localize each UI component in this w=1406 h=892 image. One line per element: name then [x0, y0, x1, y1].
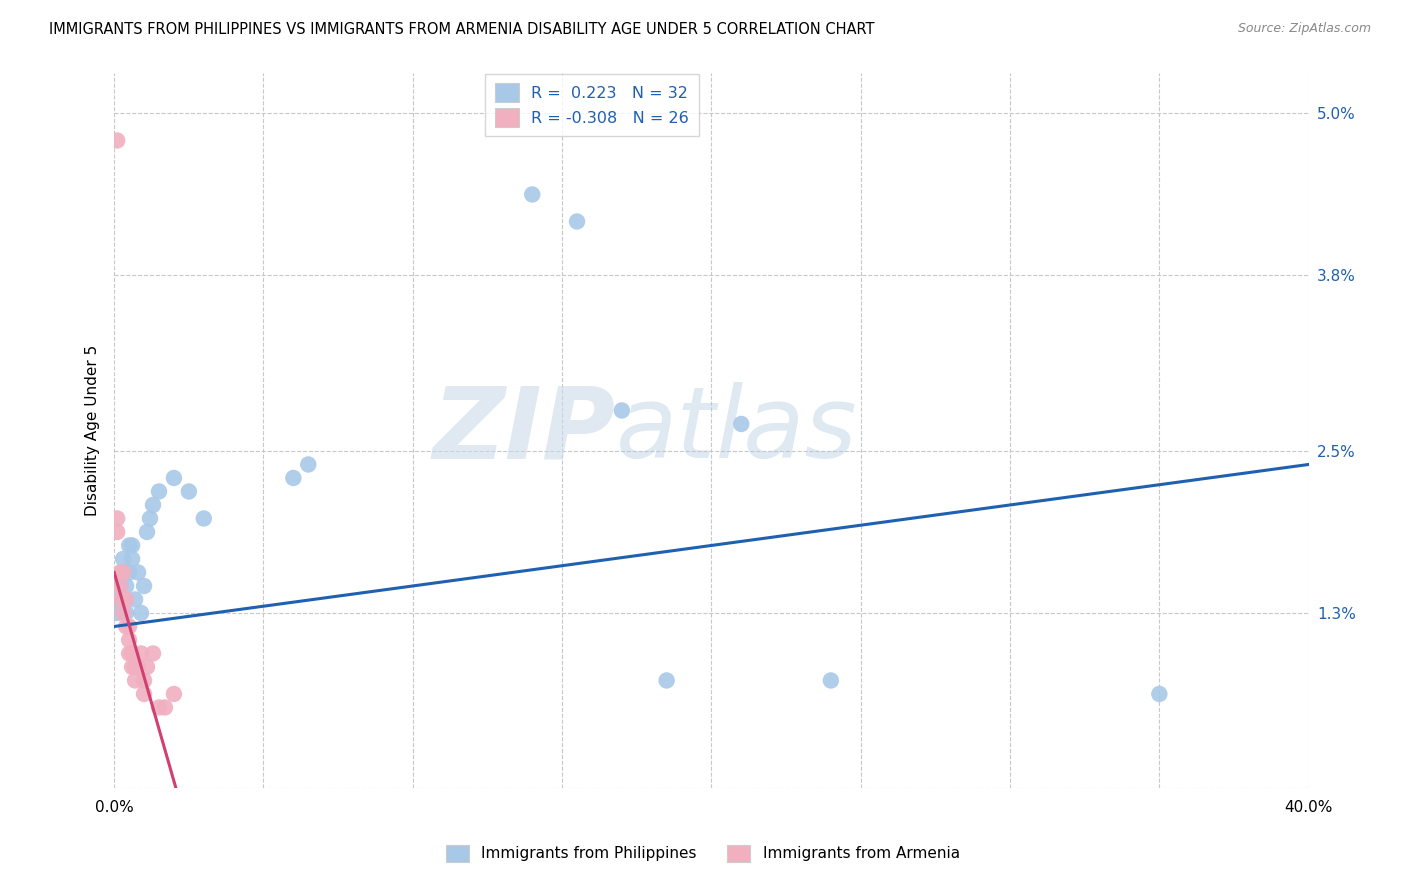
- Point: [121, 539, 143, 553]
- Point: [112, 566, 135, 580]
- Point: [105, 133, 128, 147]
- Point: [127, 660, 149, 674]
- Text: IMMIGRANTS FROM PHILIPPINES VS IMMIGRANTS FROM ARMENIA DISABILITY AGE UNDER 5 CO: IMMIGRANTS FROM PHILIPPINES VS IMMIGRANT…: [49, 22, 875, 37]
- Point: [730, 417, 752, 431]
- Point: [121, 552, 143, 566]
- Point: [124, 660, 146, 674]
- Point: [163, 471, 186, 485]
- Point: [121, 660, 143, 674]
- Point: [112, 552, 135, 566]
- Point: [118, 566, 141, 580]
- Point: [115, 592, 138, 607]
- Point: [136, 524, 159, 539]
- Text: Source: ZipAtlas.com: Source: ZipAtlas.com: [1237, 22, 1371, 36]
- Point: [129, 606, 152, 620]
- Point: [136, 660, 159, 674]
- Point: [112, 606, 135, 620]
- Point: [297, 458, 319, 472]
- Text: atlas: atlas: [616, 382, 858, 479]
- Point: [177, 484, 200, 499]
- Point: [105, 511, 128, 525]
- Point: [127, 566, 149, 580]
- Legend: R =  0.223   N = 32, R = -0.308   N = 26: R = 0.223 N = 32, R = -0.308 N = 26: [485, 74, 699, 136]
- Point: [153, 700, 176, 714]
- Point: [129, 647, 152, 661]
- Point: [108, 579, 131, 593]
- Point: [193, 511, 215, 525]
- Point: [112, 566, 135, 580]
- Point: [139, 511, 162, 525]
- Point: [115, 606, 138, 620]
- Point: [121, 647, 143, 661]
- Point: [108, 592, 131, 607]
- Point: [118, 539, 141, 553]
- Text: ZIP: ZIP: [433, 382, 616, 479]
- Point: [132, 673, 155, 688]
- Point: [108, 579, 131, 593]
- Point: [132, 687, 155, 701]
- Point: [655, 673, 678, 688]
- Point: [820, 673, 842, 688]
- Point: [118, 619, 141, 633]
- Point: [105, 524, 128, 539]
- Point: [610, 403, 633, 417]
- Point: [118, 632, 141, 647]
- Y-axis label: Disability Age Under 5: Disability Age Under 5: [86, 345, 100, 516]
- Point: [108, 592, 131, 607]
- Point: [108, 566, 131, 580]
- Point: [124, 673, 146, 688]
- Point: [118, 647, 141, 661]
- Point: [105, 606, 128, 620]
- Point: [148, 700, 170, 714]
- Point: [115, 619, 138, 633]
- Point: [283, 471, 305, 485]
- Point: [1149, 687, 1171, 701]
- Point: [148, 484, 170, 499]
- Point: [105, 592, 128, 607]
- Point: [142, 647, 165, 661]
- Point: [132, 579, 155, 593]
- Point: [163, 687, 186, 701]
- Point: [142, 498, 165, 512]
- Point: [565, 214, 588, 228]
- Point: [115, 579, 138, 593]
- Legend: Immigrants from Philippines, Immigrants from Armenia: Immigrants from Philippines, Immigrants …: [440, 838, 966, 868]
- Point: [124, 592, 146, 607]
- Point: [522, 187, 544, 202]
